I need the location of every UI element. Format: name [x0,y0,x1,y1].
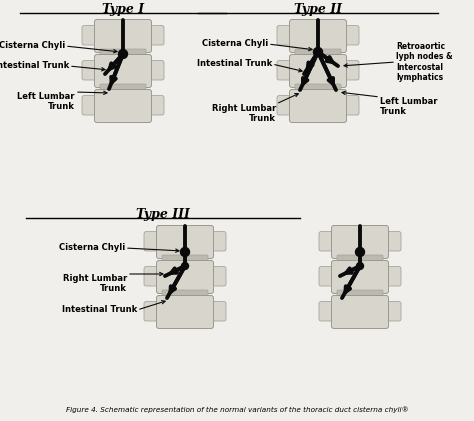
FancyBboxPatch shape [146,26,164,45]
Text: Type II: Type II [294,3,342,16]
FancyBboxPatch shape [337,290,383,299]
FancyBboxPatch shape [295,84,341,93]
Text: Right Lumbar
Trunk: Right Lumbar Trunk [63,274,127,293]
FancyBboxPatch shape [146,96,164,115]
Text: Retroaortic
lyph nodes &
Intercostal
lymphatics: Retroaortic lyph nodes & Intercostal lym… [396,42,453,82]
FancyBboxPatch shape [146,61,164,80]
FancyBboxPatch shape [208,266,226,286]
Text: Cisterna Chyli: Cisterna Chyli [59,243,125,253]
FancyBboxPatch shape [290,19,346,53]
FancyBboxPatch shape [341,26,359,45]
FancyBboxPatch shape [144,301,162,321]
FancyBboxPatch shape [383,266,401,286]
FancyBboxPatch shape [162,290,208,299]
FancyBboxPatch shape [94,19,152,53]
Text: Left Lumbar
Trunk: Left Lumbar Trunk [380,97,438,116]
Text: Right Lumbar
Trunk: Right Lumbar Trunk [212,104,276,123]
Text: Left Lumbar
Trunk: Left Lumbar Trunk [18,92,75,112]
Text: Type I: Type I [102,3,144,16]
FancyBboxPatch shape [144,266,162,286]
Text: Type III: Type III [136,208,190,221]
FancyBboxPatch shape [100,49,146,58]
FancyBboxPatch shape [341,96,359,115]
FancyBboxPatch shape [277,26,295,45]
FancyBboxPatch shape [162,255,208,264]
FancyBboxPatch shape [277,61,295,80]
FancyBboxPatch shape [331,261,389,293]
Circle shape [356,248,365,256]
FancyBboxPatch shape [295,49,341,58]
FancyBboxPatch shape [100,84,146,93]
FancyBboxPatch shape [341,61,359,80]
FancyBboxPatch shape [82,96,100,115]
FancyBboxPatch shape [144,232,162,251]
Text: Cisterna Chyli: Cisterna Chyli [202,40,268,48]
Text: Cisterna Chyli: Cisterna Chyli [0,42,65,51]
FancyBboxPatch shape [383,301,401,321]
Text: Intestinal Trunk: Intestinal Trunk [0,61,69,70]
Circle shape [356,263,364,269]
FancyBboxPatch shape [337,255,383,264]
FancyBboxPatch shape [331,226,389,258]
FancyBboxPatch shape [319,232,337,251]
FancyBboxPatch shape [319,301,337,321]
FancyBboxPatch shape [82,26,100,45]
Text: Figure 4. Schematic representation of the normal variants of the thoracic duct c: Figure 4. Schematic representation of th… [65,406,409,413]
FancyBboxPatch shape [82,61,100,80]
Text: Intestinal Trunk: Intestinal Trunk [197,59,272,69]
FancyBboxPatch shape [383,232,401,251]
FancyBboxPatch shape [94,90,152,123]
FancyBboxPatch shape [277,96,295,115]
FancyBboxPatch shape [290,54,346,88]
FancyBboxPatch shape [290,90,346,123]
FancyBboxPatch shape [94,54,152,88]
FancyBboxPatch shape [208,232,226,251]
FancyBboxPatch shape [156,261,213,293]
FancyBboxPatch shape [156,226,213,258]
Circle shape [182,263,189,269]
Circle shape [313,48,322,56]
FancyBboxPatch shape [319,266,337,286]
FancyBboxPatch shape [156,296,213,328]
FancyBboxPatch shape [208,301,226,321]
Text: Intestinal Trunk: Intestinal Trunk [62,306,137,314]
Circle shape [118,50,128,59]
Circle shape [181,248,190,256]
FancyBboxPatch shape [331,296,389,328]
